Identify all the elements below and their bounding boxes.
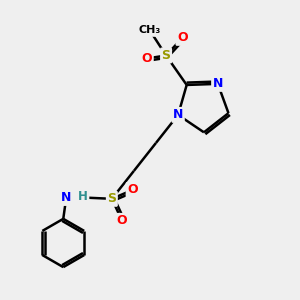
Text: S: S (107, 192, 116, 205)
Text: H: H (78, 190, 88, 203)
Text: O: O (117, 214, 128, 227)
Text: O: O (127, 184, 138, 196)
Text: N: N (61, 191, 71, 204)
Text: O: O (142, 52, 152, 65)
Text: N: N (213, 77, 223, 90)
Text: CH₃: CH₃ (139, 26, 161, 35)
Text: N: N (173, 108, 183, 122)
Text: S: S (162, 49, 171, 62)
Text: O: O (177, 31, 188, 44)
